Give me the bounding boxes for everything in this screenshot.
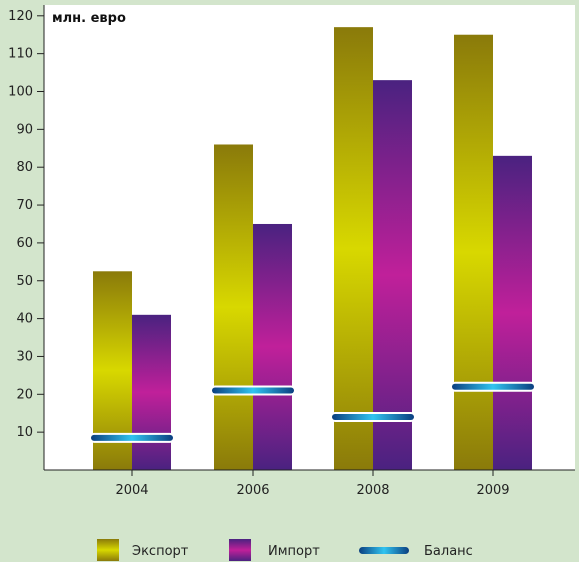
balance-marker	[332, 414, 414, 421]
x-tick-label: 2008	[356, 483, 389, 498]
legend: Экспорт Импорт Баланс	[97, 539, 473, 561]
y-tick-label: 90	[16, 122, 33, 137]
y-tick-label: 80	[16, 160, 33, 175]
y-tick-label: 10	[16, 425, 33, 440]
legend-balance-label: Баланс	[424, 544, 473, 559]
import-bar	[493, 155, 532, 470]
x-ticks-group: 2004 2006 2008 2009	[115, 470, 510, 498]
legend-export-label: Экспорт	[132, 544, 189, 559]
y-tick-label: 100	[8, 85, 33, 100]
export-bar	[334, 27, 373, 471]
y-tick-label: 20	[16, 387, 33, 402]
y-tick-label: 40	[16, 312, 33, 327]
y-tick-label: 110	[8, 47, 33, 62]
legend-balance-swatch	[359, 547, 409, 554]
import-bar	[253, 223, 292, 470]
import-bar	[132, 314, 171, 470]
balance-marker	[212, 387, 294, 394]
y-tick-label: 30	[16, 349, 33, 364]
bars-group	[93, 27, 532, 471]
balance-markers-group	[89, 381, 536, 443]
y-unit-label: млн. евро	[52, 11, 126, 26]
y-tick-label: 60	[16, 236, 33, 251]
y-tick-label: 70	[16, 198, 33, 213]
export-bar	[214, 144, 253, 471]
y-tick-label: 120	[8, 9, 33, 24]
legend-export-swatch	[97, 539, 119, 561]
x-tick-label: 2004	[115, 483, 148, 498]
balance-marker	[452, 383, 534, 390]
y-tick-label: 50	[16, 274, 33, 289]
export-bar	[454, 34, 493, 470]
legend-import-label: Импорт	[268, 544, 320, 559]
x-tick-label: 2009	[476, 483, 509, 498]
import-bar	[373, 80, 412, 471]
balance-marker	[91, 434, 173, 441]
x-tick-label: 2006	[236, 483, 269, 498]
y-ticks-group: 10 20 30 40 50 60 70 80 90 100 110 120	[8, 9, 44, 440]
legend-import-swatch	[229, 539, 251, 561]
